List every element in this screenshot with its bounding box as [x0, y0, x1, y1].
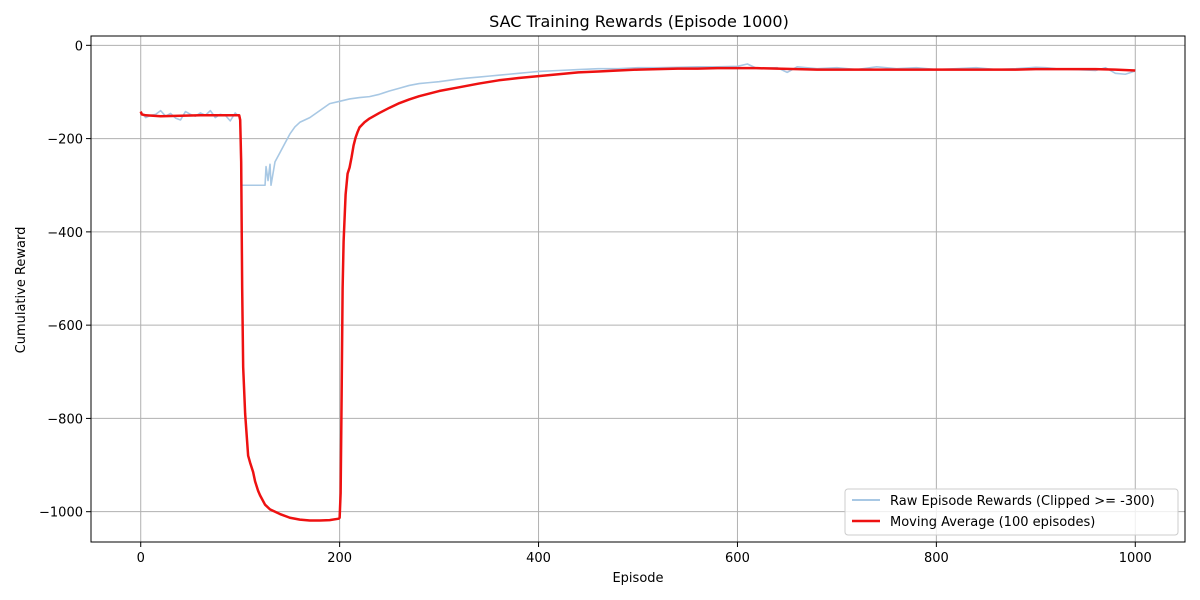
y-tick-label: −1000 [39, 506, 83, 521]
ticks: 0 200 400 600 800 1000 0 −200 −400 −600 −800 −1000 [39, 39, 1152, 566]
moving-average-line [139, 66, 1136, 522]
legend-label-raw: Raw Episode Rewards (Clipped >= -300) [890, 494, 1155, 509]
y-axis-label: Cumulative Reward [14, 227, 29, 354]
x-tick-label: 600 [725, 551, 750, 566]
y-tick-label: −800 [47, 412, 83, 427]
x-tick-label: 0 [137, 551, 145, 566]
y-tick-label: −600 [47, 319, 83, 334]
chart-title: SAC Training Rewards (Episode 1000) [489, 12, 789, 31]
y-tick-label: −400 [47, 226, 83, 241]
x-axis-label: Episode [612, 571, 663, 586]
x-tick-label: 400 [526, 551, 551, 566]
x-tick-label: 200 [327, 551, 352, 566]
series-layer [139, 63, 1136, 522]
x-tick-label: 800 [924, 551, 949, 566]
legend-label-moving-average: Moving Average (100 episodes) [890, 515, 1095, 530]
y-tick-label: −200 [47, 133, 83, 148]
plot-frame [90, 35, 1186, 543]
legend: Raw Episode Rewards (Clipped >= -300) Mo… [844, 488, 1179, 536]
x-tick-label: 1000 [1119, 551, 1152, 566]
grid [91, 36, 1185, 542]
y-tick-label: 0 [75, 39, 83, 54]
legend-box [844, 488, 1179, 536]
